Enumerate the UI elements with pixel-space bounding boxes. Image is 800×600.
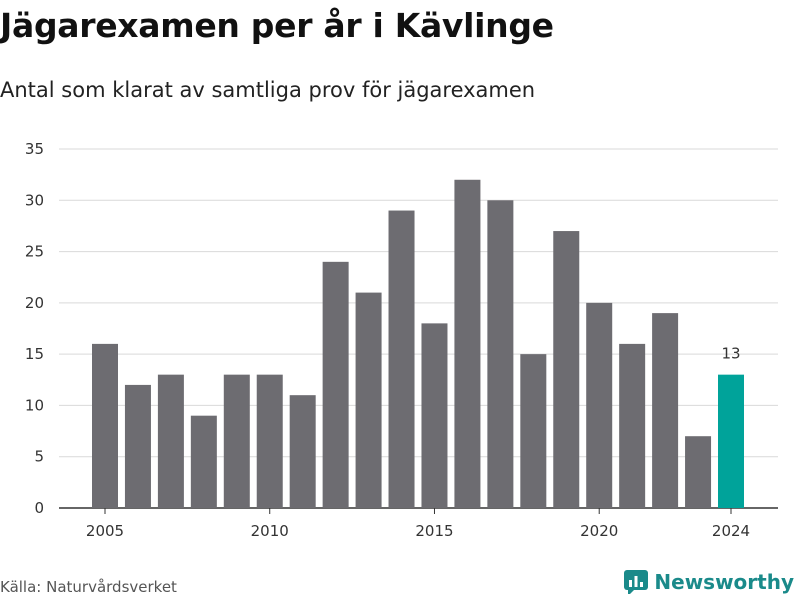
y-tick-label: 10 — [25, 396, 44, 414]
bar-2007 — [157, 374, 184, 508]
x-tick-label: 2005 — [86, 522, 124, 540]
y-tick-label: 0 — [34, 499, 44, 517]
bar-2017 — [487, 200, 514, 509]
y-tick-label: 15 — [25, 345, 44, 363]
bar-2020 — [586, 302, 613, 508]
x-tick-label: 2024 — [712, 522, 750, 540]
bar-2009 — [223, 374, 250, 508]
bar-2014 — [388, 210, 415, 509]
bar-2021 — [619, 343, 646, 508]
x-tick-label: 2015 — [415, 522, 453, 540]
data-label-2024: 13 — [721, 345, 740, 363]
bar-2015 — [421, 323, 448, 508]
bar-2023 — [685, 436, 712, 508]
data-labels: 13 — [721, 345, 740, 363]
chart-title: Jägarexamen per år i Kävlinge — [0, 6, 554, 45]
chart-subtitle: Antal som klarat av samtliga prov för jä… — [0, 78, 536, 102]
y-tick-label: 35 — [25, 140, 44, 158]
bar-chart: 0 5 10 15 20 25 30 35 2005 2010 2015 2020 2024 13 — [25, 140, 778, 540]
y-axis-ticks: 0 5 10 15 20 25 30 35 — [25, 140, 44, 517]
brand-name: Newsworthy — [654, 570, 794, 594]
bar-2019 — [553, 231, 580, 509]
bars — [92, 179, 744, 509]
y-tick-label: 30 — [25, 191, 44, 209]
bar-2008 — [190, 415, 217, 508]
bar-2018 — [520, 354, 547, 508]
bar-2016 — [454, 179, 481, 508]
bar-2010 — [256, 374, 283, 508]
x-tick-label: 2020 — [580, 522, 618, 540]
newsworthy-logo-icon — [624, 570, 649, 594]
bar-2024 — [718, 374, 744, 508]
y-tick-label: 5 — [34, 448, 44, 466]
bar-2005 — [92, 343, 118, 508]
bar-2011 — [289, 395, 316, 508]
x-tick-label: 2010 — [251, 522, 289, 540]
source-note: Källa: Naturvårdsverket — [0, 578, 177, 596]
x-axis-ticks: 2005 2010 2015 2020 2024 — [86, 508, 750, 540]
bar-2006 — [124, 384, 151, 508]
y-tick-label: 20 — [25, 294, 44, 312]
y-tick-label: 25 — [25, 243, 44, 261]
brand-logo: Newsworthy — [624, 570, 794, 594]
bar-2012 — [322, 261, 349, 508]
bar-2013 — [355, 292, 382, 508]
bar-2022 — [652, 313, 679, 508]
